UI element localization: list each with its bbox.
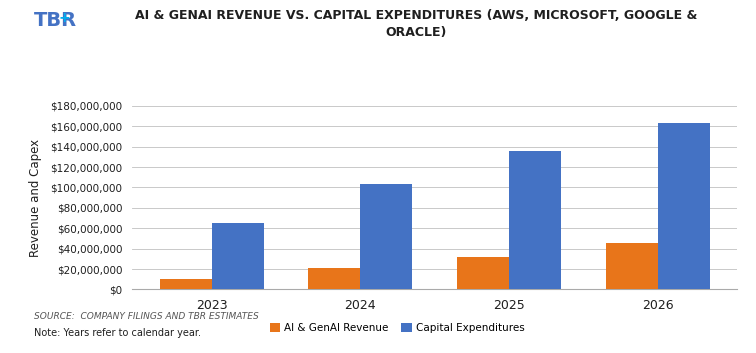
Legend: AI & GenAI Revenue, Capital Expenditures: AI & GenAI Revenue, Capital Expenditures [270, 323, 525, 333]
Bar [457, 257, 509, 289]
Bar [606, 243, 658, 289]
Y-axis label: Revenue and Capex: Revenue and Capex [29, 139, 42, 257]
Text: SOURCE:  COMPANY FILINGS AND TBR ESTIMATES: SOURCE: COMPANY FILINGS AND TBR ESTIMATE… [34, 312, 259, 321]
Text: TBR: TBR [34, 11, 77, 30]
Bar [361, 184, 413, 289]
Bar [658, 123, 710, 289]
Bar [509, 151, 561, 289]
Bar [160, 279, 212, 289]
Text: AI & GENAI REVENUE VS. CAPITAL EXPENDITURES (AWS, MICROSOFT, GOOGLE &
ORACLE): AI & GENAI REVENUE VS. CAPITAL EXPENDITU… [135, 9, 697, 39]
Bar [308, 268, 361, 289]
Bar [212, 223, 264, 289]
Text: Note: Years refer to calendar year.: Note: Years refer to calendar year. [34, 328, 201, 337]
Text: +: + [58, 11, 70, 25]
